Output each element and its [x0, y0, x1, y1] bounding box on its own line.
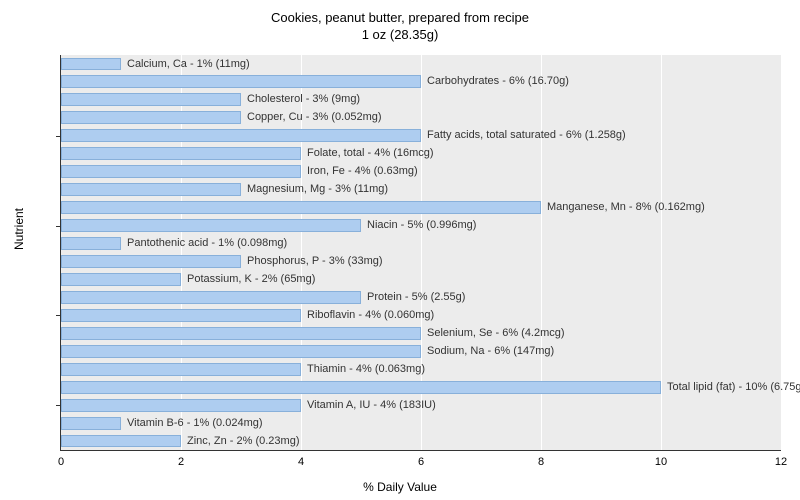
- bar-label: Protein - 5% (2.55g): [367, 291, 465, 304]
- gridline: [661, 55, 662, 450]
- nutrient-bar: [61, 291, 361, 304]
- nutrient-bar: [61, 363, 301, 376]
- bar-label: Selenium, Se - 6% (4.2mcg): [427, 327, 565, 340]
- bar-label: Niacin - 5% (0.996mg): [367, 219, 476, 232]
- bar-label: Carbohydrates - 6% (16.70g): [427, 75, 569, 88]
- x-tick-label: 2: [178, 456, 184, 468]
- x-tick-label: 6: [418, 456, 424, 468]
- nutrient-chart: Cookies, peanut butter, prepared from re…: [0, 0, 800, 500]
- nutrient-bar: [61, 399, 301, 412]
- nutrient-bar: [61, 58, 121, 71]
- nutrient-bar: [61, 93, 241, 106]
- nutrient-bar: [61, 417, 121, 430]
- bar-label: Pantothenic acid - 1% (0.098mg): [127, 237, 287, 250]
- bar-label: Zinc, Zn - 2% (0.23mg): [187, 435, 299, 448]
- x-axis-label: % Daily Value: [0, 480, 800, 494]
- nutrient-bar: [61, 165, 301, 178]
- nutrient-bar: [61, 201, 541, 214]
- bar-label: Vitamin A, IU - 4% (183IU): [307, 399, 436, 412]
- nutrient-bar: [61, 129, 421, 142]
- bar-label: Vitamin B-6 - 1% (0.024mg): [127, 417, 263, 430]
- bar-label: Sodium, Na - 6% (147mg): [427, 345, 554, 358]
- title-line2: 1 oz (28.35g): [362, 27, 439, 42]
- bar-label: Phosphorus, P - 3% (33mg): [247, 255, 383, 268]
- nutrient-bar: [61, 219, 361, 232]
- nutrient-bar: [61, 75, 421, 88]
- plot-area: 024681012Calcium, Ca - 1% (11mg)Carbohyd…: [60, 55, 781, 451]
- bar-label: Thiamin - 4% (0.063mg): [307, 363, 425, 376]
- bar-label: Potassium, K - 2% (65mg): [187, 273, 315, 286]
- x-tick-label: 10: [655, 456, 667, 468]
- nutrient-bar: [61, 147, 301, 160]
- bar-label: Riboflavin - 4% (0.060mg): [307, 309, 434, 322]
- y-tick-mark: [56, 405, 61, 406]
- bar-label: Folate, total - 4% (16mcg): [307, 147, 434, 160]
- nutrient-bar: [61, 435, 181, 448]
- chart-title: Cookies, peanut butter, prepared from re…: [0, 0, 800, 44]
- nutrient-bar: [61, 183, 241, 196]
- x-tick-label: 0: [58, 456, 64, 468]
- y-tick-mark: [56, 315, 61, 316]
- bar-label: Cholesterol - 3% (9mg): [247, 93, 360, 106]
- nutrient-bar: [61, 273, 181, 286]
- y-tick-mark: [56, 136, 61, 137]
- x-tick-label: 8: [538, 456, 544, 468]
- nutrient-bar: [61, 381, 661, 394]
- y-axis-label: Nutrient: [12, 208, 26, 250]
- x-tick-label: 4: [298, 456, 304, 468]
- nutrient-bar: [61, 309, 301, 322]
- nutrient-bar: [61, 111, 241, 124]
- bar-label: Iron, Fe - 4% (0.63mg): [307, 165, 418, 178]
- nutrient-bar: [61, 327, 421, 340]
- nutrient-bar: [61, 345, 421, 358]
- x-tick-label: 12: [775, 456, 787, 468]
- bar-label: Calcium, Ca - 1% (11mg): [127, 58, 250, 71]
- bar-label: Copper, Cu - 3% (0.052mg): [247, 111, 382, 124]
- title-line1: Cookies, peanut butter, prepared from re…: [271, 10, 529, 25]
- y-tick-mark: [56, 226, 61, 227]
- bar-label: Total lipid (fat) - 10% (6.75g): [667, 381, 800, 394]
- bar-label: Fatty acids, total saturated - 6% (1.258…: [427, 129, 626, 142]
- bar-label: Manganese, Mn - 8% (0.162mg): [547, 201, 705, 214]
- bar-label: Magnesium, Mg - 3% (11mg): [247, 183, 388, 196]
- nutrient-bar: [61, 237, 121, 250]
- nutrient-bar: [61, 255, 241, 268]
